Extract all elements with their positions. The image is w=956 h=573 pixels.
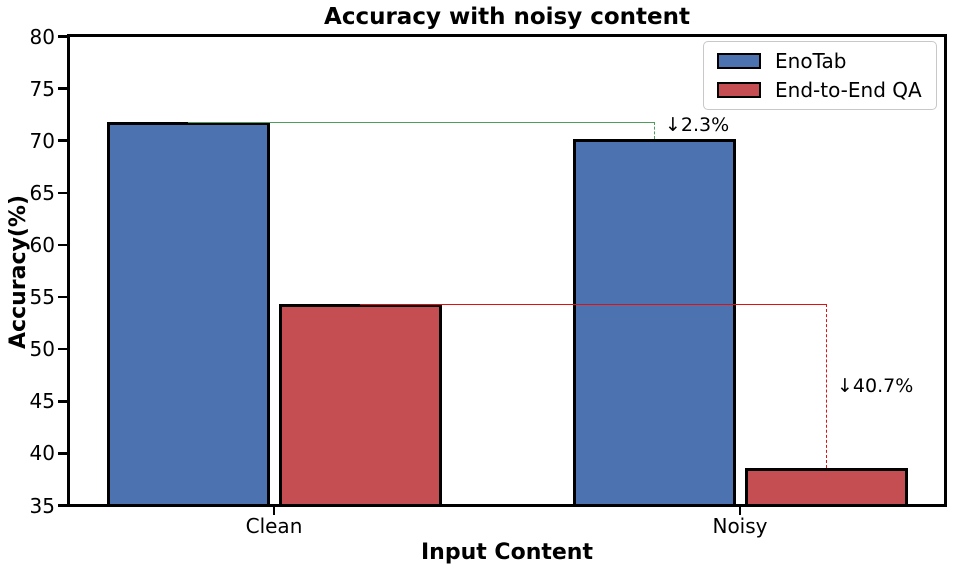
x-axis-label: Input Content bbox=[421, 540, 593, 565]
legend-item-end-to-end-qa: End-to-End QA bbox=[717, 78, 923, 102]
y-axis-tick bbox=[58, 35, 67, 38]
y-tick-label: 45 bbox=[29, 389, 55, 414]
bar-clean-end-to-end-qa bbox=[278, 304, 442, 507]
annotation-line-enotab bbox=[188, 121, 654, 123]
annotation-label-end-to-end-qa: ↓40.7% bbox=[837, 375, 914, 398]
bar-noisy-end-to-end-qa bbox=[744, 467, 908, 507]
bar-clean-enotab bbox=[106, 121, 270, 507]
annotation-dashed-line-end-to-end-qa bbox=[826, 304, 827, 468]
x-axis-tick bbox=[272, 507, 276, 515]
legend: EnoTab End-to-End QA bbox=[703, 41, 937, 110]
legend-swatch-end-to-end-qa bbox=[717, 82, 761, 98]
y-tick-label: 80 bbox=[29, 24, 55, 49]
y-tick-label: 60 bbox=[29, 232, 55, 257]
x-tick-label-clean: Clean bbox=[245, 514, 303, 538]
x-axis-tick bbox=[738, 507, 742, 515]
y-axis-tick bbox=[58, 452, 67, 455]
y-axis-tick bbox=[58, 87, 67, 90]
y-tick-label: 40 bbox=[29, 441, 55, 466]
annotation-line-end-to-end-qa bbox=[360, 304, 826, 306]
legend-swatch-enotab bbox=[717, 53, 761, 69]
y-tick-label: 65 bbox=[29, 180, 55, 205]
y-tick-label: 50 bbox=[29, 337, 55, 362]
legend-label-enotab: EnoTab bbox=[775, 49, 847, 73]
y-axis-tick bbox=[58, 139, 67, 142]
y-tick-label: 75 bbox=[29, 76, 55, 101]
annotation-dashed-line-enotab bbox=[654, 121, 655, 139]
y-axis-tick bbox=[58, 504, 67, 507]
y-tick-label: 35 bbox=[29, 493, 55, 518]
y-axis-tick bbox=[58, 400, 67, 403]
y-tick-label: 70 bbox=[29, 128, 55, 153]
y-axis-tick bbox=[58, 295, 67, 299]
y-axis-tick bbox=[58, 243, 67, 247]
y-axis-tick bbox=[58, 347, 67, 351]
y-axis-tick bbox=[58, 191, 67, 195]
x-tick-label-noisy: Noisy bbox=[712, 514, 768, 538]
annotation-label-enotab: ↓2.3% bbox=[665, 113, 730, 136]
legend-item-enotab: EnoTab bbox=[717, 49, 923, 73]
chart-title: Accuracy with noisy content bbox=[324, 4, 690, 30]
y-tick-label: 55 bbox=[29, 285, 55, 310]
bar-noisy-enotab bbox=[572, 138, 736, 507]
legend-label-end-to-end-qa: End-to-End QA bbox=[775, 78, 922, 102]
